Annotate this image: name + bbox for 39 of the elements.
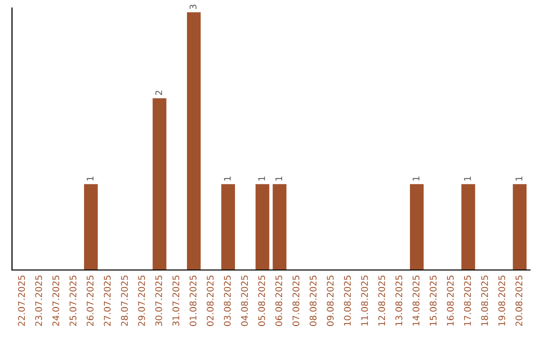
x-tick-label: 20.08.2025 xyxy=(516,276,522,326)
data-label: 1 xyxy=(412,176,420,181)
data-label: 1 xyxy=(86,176,94,181)
x-tick-label: 09.08.2025 xyxy=(326,276,334,326)
data-label: 2 xyxy=(155,90,162,95)
x-tick-label: 02.08.2025 xyxy=(206,276,214,326)
x-tick-label: 08.08.2025 xyxy=(310,276,316,326)
x-tick-label: 03.08.2025 xyxy=(224,276,231,326)
data-label: 1 xyxy=(258,176,265,181)
x-tick-label: 24.07.2025 xyxy=(52,276,60,326)
data-label: 1 xyxy=(275,176,282,181)
x-tick-label: 06.08.2025 xyxy=(275,276,282,326)
x-tick-label: 04.08.2025 xyxy=(241,276,248,326)
x-tick-label: 16.08.2025 xyxy=(446,276,454,326)
x-tick-label: 28.07.2025 xyxy=(120,276,128,326)
data-label: 3 xyxy=(190,4,196,10)
x-tick-label: 18.08.2025 xyxy=(481,276,488,326)
x-tick-label: 11.08.2025 xyxy=(361,276,368,326)
x-tick-label: 01.08.2025 xyxy=(190,276,196,326)
x-tick-label: 14.08.2025 xyxy=(412,276,420,326)
x-tick-label: 05.08.2025 xyxy=(258,276,266,326)
data-label: 1 xyxy=(464,176,471,181)
x-tick-label: 13.08.2025 xyxy=(395,276,402,326)
x-tick-label: 27.07.2025 xyxy=(104,276,111,326)
x-tick-label: 25.07.2025 xyxy=(70,276,76,326)
x-tick-label: 10.08.2025 xyxy=(344,276,351,326)
x-tick-label: 29.07.2025 xyxy=(138,276,145,326)
x-tick-label: 26.07.2025 xyxy=(86,276,94,326)
x-tick-label: 31.07.2025 xyxy=(172,276,180,326)
x-tick-label: 15.08.2025 xyxy=(430,276,437,326)
x-tick-label: 12.08.2025 xyxy=(378,276,386,326)
data-label: 1 xyxy=(516,176,522,181)
x-tick-label: 23.07.2025 xyxy=(35,276,42,326)
x-tick-label: 07.08.2025 xyxy=(292,276,300,326)
x-tick-label: 30.07.2025 xyxy=(155,276,162,326)
x-tick-label: 19.08.2025 xyxy=(498,276,506,326)
data-label: 1 xyxy=(224,176,231,181)
x-tick-label: 22.07.2025 xyxy=(18,276,25,326)
x-tick-label: 17.08.2025 xyxy=(464,276,471,326)
